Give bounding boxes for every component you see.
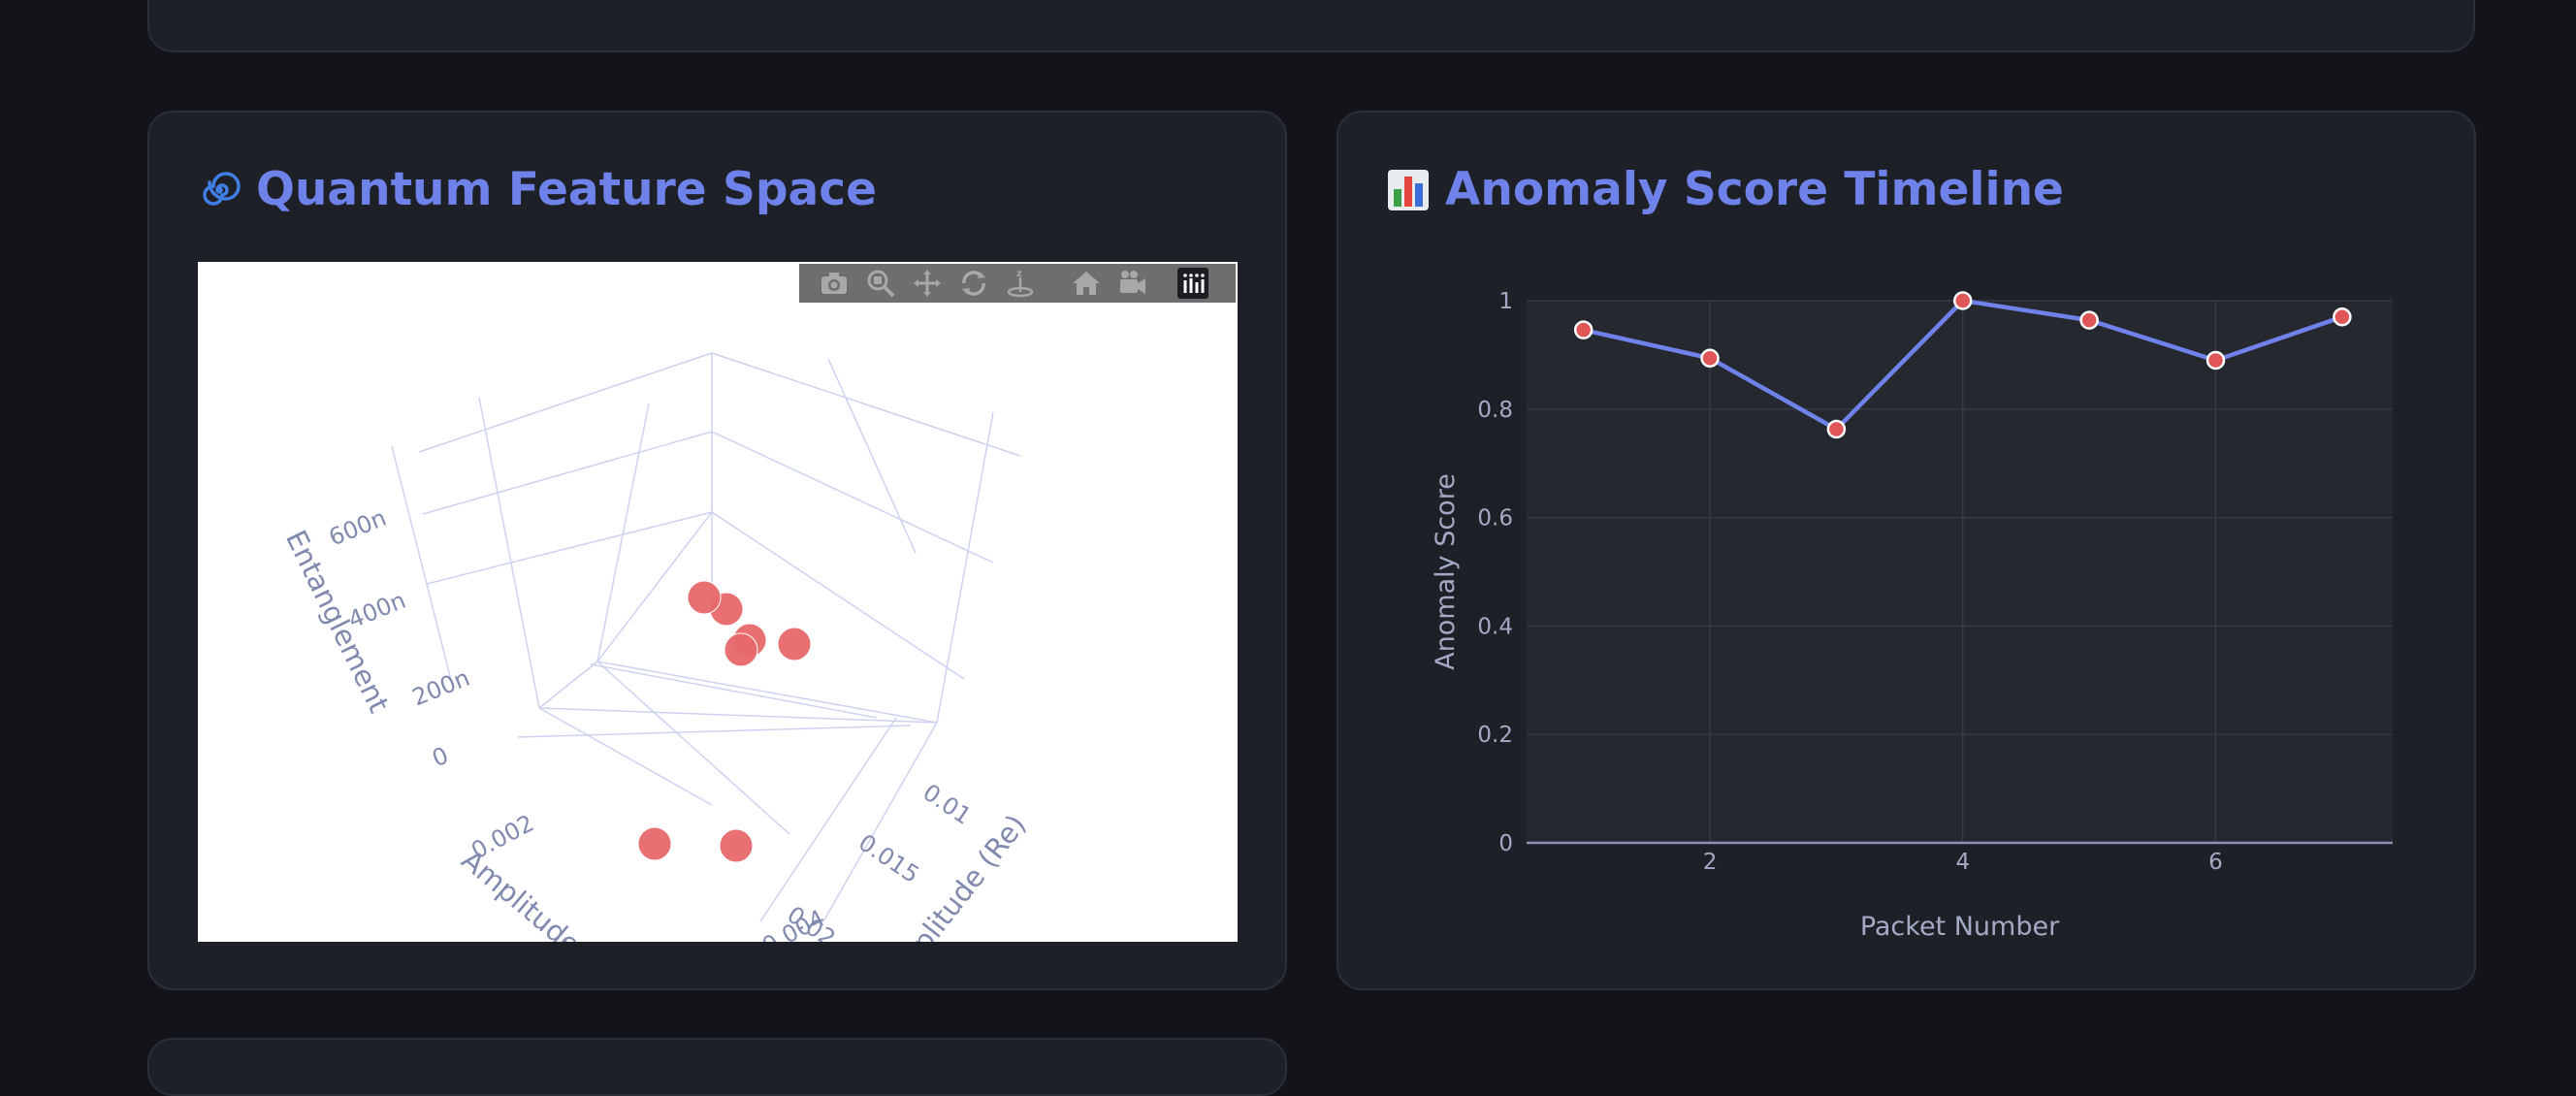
z-tick-label: 600n — [325, 504, 390, 552]
z-tick-label: 0 — [429, 742, 453, 773]
data-point[interactable] — [1573, 320, 1594, 339]
orbit-rotation-icon[interactable] — [950, 264, 997, 303]
plotly-logo-icon[interactable] — [1170, 264, 1216, 303]
turntable-rotation-icon[interactable]: z — [997, 264, 1044, 303]
y-tick-label: 1 — [1498, 289, 1513, 314]
feature-space-title-text: Quantum Feature Space — [256, 163, 877, 216]
x-tick-label: 6 — [2208, 850, 2223, 875]
timeline-panel: Anomaly Score Timeline 0 0.2 0.4 0.6 0.8 1 2 4… — [1336, 111, 2476, 990]
plot-area[interactable] — [1527, 301, 2393, 843]
anomaly-score-chart[interactable]: 0 0.2 0.4 0.6 0.8 1 2 4 6 Packet Number Anomaly… — [1358, 262, 2444, 942]
y-tick-label: 0.2 — [1477, 723, 1513, 748]
camera-icon[interactable] — [811, 264, 857, 303]
data-point[interactable] — [2206, 350, 2226, 371]
svg-text:z: z — [1016, 269, 1022, 279]
x-tick-label: 2 — [1703, 850, 1718, 875]
spiral-icon — [203, 171, 241, 206]
bar-chart-icon — [1388, 169, 1429, 210]
zoom-icon[interactable] — [857, 264, 904, 303]
x-tick-label: 4 — [1955, 850, 1970, 875]
data-point[interactable] — [1700, 348, 1720, 369]
y-axis-title-3d: Amplitude (Im) — [456, 843, 638, 942]
x-tick-label-3d: 0.015 — [853, 829, 924, 889]
scene-markers — [637, 580, 812, 863]
y-tick-label: 0.4 — [1477, 614, 1513, 639]
y-tick-label: 0 — [1498, 831, 1513, 856]
y-tick-label: 0.8 — [1477, 398, 1513, 423]
feature-space-3d-plot[interactable]: 0 200n 400n 600n Entanglement 0.002 0.004 Ampli… — [198, 262, 1238, 942]
scene-marker[interactable] — [777, 627, 812, 661]
pan-icon[interactable] — [904, 264, 950, 303]
reset-camera-icon[interactable] — [1063, 264, 1110, 303]
data-point[interactable] — [2079, 310, 2099, 330]
data-point[interactable] — [1953, 291, 1973, 310]
z-tick-label: 200n — [408, 664, 473, 712]
bottom-panel — [147, 1038, 1287, 1096]
feature-space-panel: Quantum Feature Space — [147, 111, 1287, 990]
feature-space-title: Quantum Feature Space — [198, 163, 877, 216]
scene-marker[interactable] — [687, 580, 722, 615]
top-panel — [147, 0, 2475, 52]
x-axis-title: Packet Number — [1860, 912, 2060, 941]
scene-marker[interactable] — [724, 632, 758, 667]
timeline-title: Anomaly Score Timeline — [1387, 163, 2064, 216]
x-tick-label-3d: 0.01 — [918, 779, 976, 830]
data-point[interactable] — [1826, 419, 1847, 439]
plot-modebar: z — [799, 264, 1236, 303]
scene-3d[interactable]: 0200n400n600nEntanglement0.0020.004Ampli… — [198, 262, 1238, 942]
y-tick-label: 0.6 — [1477, 506, 1513, 532]
y-axis-title: Anomaly Score — [1431, 473, 1461, 670]
data-point[interactable] — [2333, 307, 2352, 327]
scene-marker[interactable] — [637, 826, 672, 861]
save-camera-icon[interactable] — [1110, 264, 1156, 303]
timeline-title-text: Anomaly Score Timeline — [1445, 163, 2064, 216]
scene-marker[interactable] — [719, 828, 754, 863]
